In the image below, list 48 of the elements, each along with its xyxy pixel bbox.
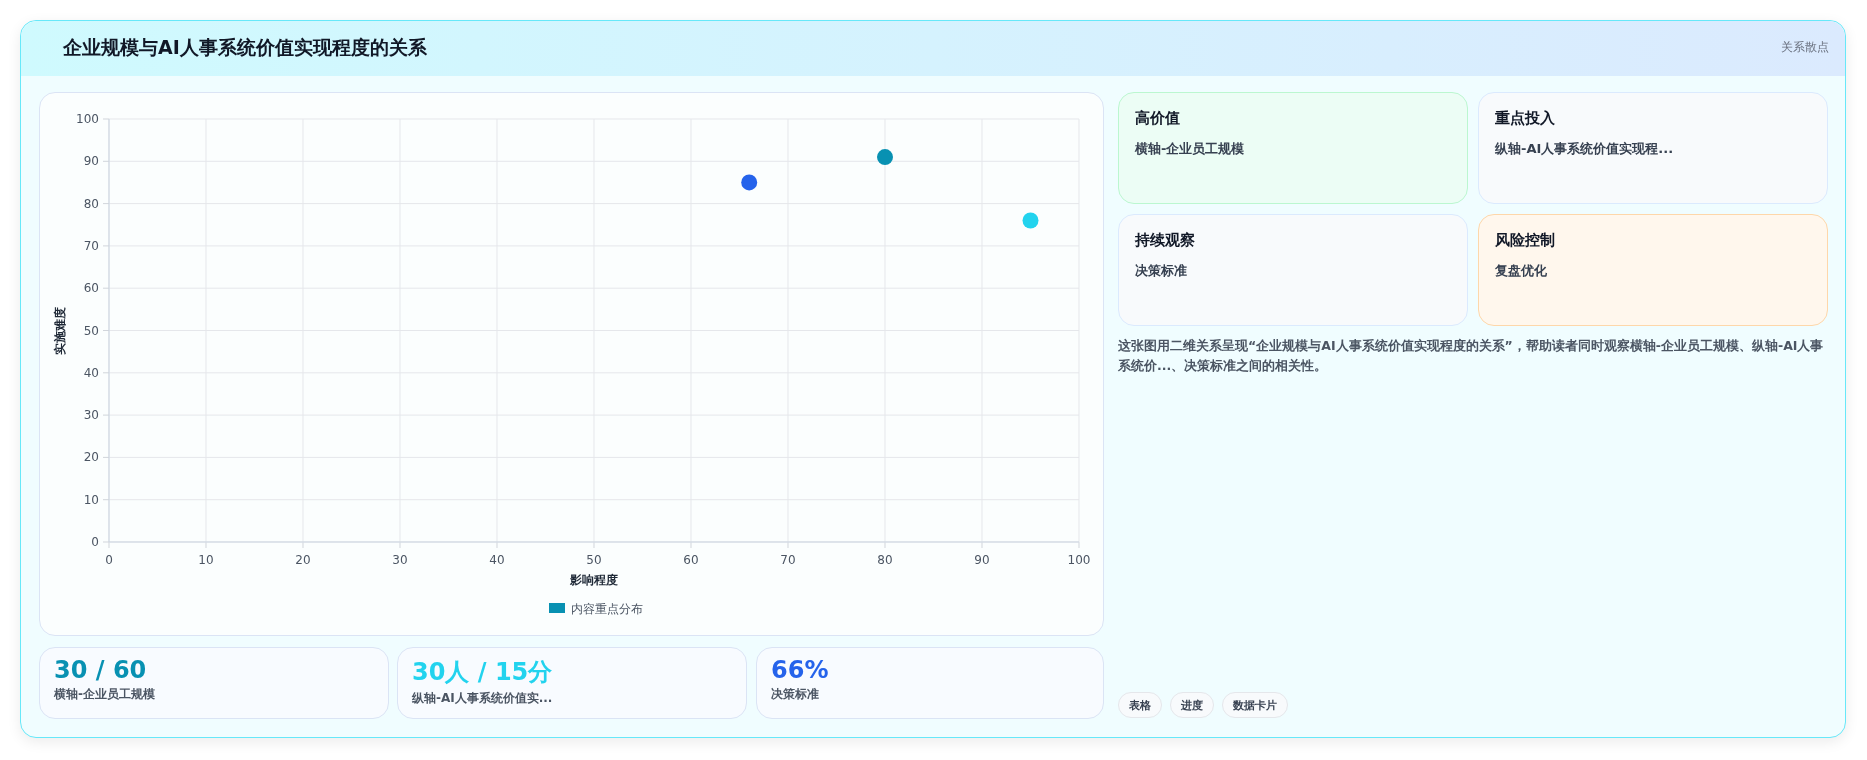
y-tick-label: 40 bbox=[83, 365, 99, 380]
x-tick-label: 10 bbox=[198, 553, 214, 567]
point bbox=[877, 149, 893, 166]
text: 重点投入 bbox=[1495, 109, 1556, 128]
text: 决策标准 bbox=[1135, 262, 1188, 280]
y-tick-label: 100 bbox=[76, 112, 99, 126]
legend-label: 内容重点分布 bbox=[571, 602, 643, 616]
x-tick-label: 30 bbox=[392, 553, 408, 567]
x-axis-title: 影响程度 bbox=[569, 573, 618, 587]
text: 进度 bbox=[1181, 699, 1203, 712]
text: 纵轴-AI人事系统价值实... bbox=[412, 690, 554, 707]
text: 决策标准 bbox=[771, 686, 820, 703]
point bbox=[1022, 212, 1039, 229]
x-tick-label: 50 bbox=[586, 553, 602, 567]
x-tick-label: 90 bbox=[974, 553, 990, 567]
text: 横轴-企业员工规模 bbox=[54, 686, 156, 703]
y-tick-label: 0 bbox=[91, 535, 99, 549]
text: 横轴-企业员工规模 bbox=[1135, 140, 1246, 158]
x-tick-label: 100 bbox=[1067, 553, 1091, 567]
x-tick-label: 20 bbox=[295, 553, 311, 567]
text: 持续观察 bbox=[1135, 231, 1196, 250]
text: 66% bbox=[771, 656, 830, 684]
y-tick-label: 80 bbox=[83, 196, 99, 211]
x-tick-label: 0 bbox=[105, 553, 113, 567]
text: 30 / 60 bbox=[54, 656, 148, 684]
y-tick-label: 50 bbox=[83, 323, 99, 338]
x-tick-label: 70 bbox=[780, 553, 796, 567]
chart-title: 企业规模与AI人事系统价值实现程度的关系 bbox=[63, 35, 427, 60]
point bbox=[741, 174, 758, 191]
text: 表格 bbox=[1129, 699, 1151, 712]
x-tick-label: 40 bbox=[489, 553, 505, 567]
text: 关系散点 bbox=[1781, 39, 1829, 56]
text: 复盘优化 bbox=[1495, 262, 1548, 280]
text: 30人 / 15分 bbox=[412, 657, 554, 688]
text: 纵轴-AI人事系统价值实现程... bbox=[1495, 140, 1675, 158]
text: 数据卡片 bbox=[1233, 699, 1277, 712]
text: 这张图用二维关系呈现“企业规模与AI人事系统价值实现程度的关系”，帮助读者同时观察横轴-企业员工规模、纵轴-AI人事系统价...、决策标准之间的相关性。 bbox=[1118, 337, 1825, 375]
text: 高价值 bbox=[1135, 109, 1181, 128]
x-tick-label: 80 bbox=[877, 553, 893, 567]
y-tick-label: 10 bbox=[83, 492, 99, 507]
x-tick-label: 60 bbox=[683, 553, 699, 567]
y-tick-label: 60 bbox=[83, 281, 99, 296]
y-tick-label: 90 bbox=[83, 154, 99, 169]
text: 风险控制 bbox=[1495, 231, 1556, 250]
y-tick-label: 70 bbox=[83, 238, 99, 253]
y-axis-title: 实施难度 bbox=[53, 306, 67, 355]
y-tick-label: 20 bbox=[83, 450, 99, 465]
y-tick-label: 30 bbox=[83, 408, 99, 423]
